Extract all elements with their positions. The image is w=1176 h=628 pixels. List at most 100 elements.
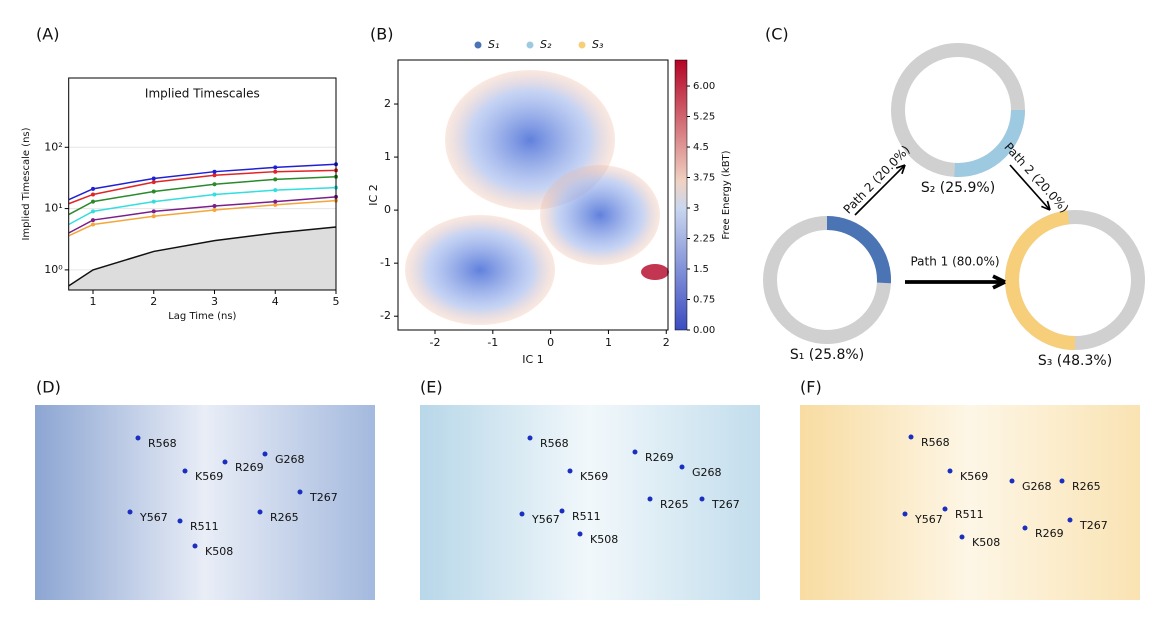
- colorbar-tick-label: 6.00: [693, 81, 715, 92]
- residue-label: R568: [921, 436, 950, 449]
- colorbar-tick-label: 2.25: [693, 234, 715, 245]
- x-tick-label: 1: [605, 336, 612, 349]
- residue-label: T267: [711, 498, 740, 511]
- residue-atom: [527, 435, 533, 441]
- residue-atom: [699, 496, 705, 502]
- residue-label: R511: [572, 510, 601, 523]
- colorbar-tick-label: 3.75: [693, 173, 715, 184]
- residue-label: R269: [235, 461, 264, 474]
- heatmap-background: [405, 70, 669, 325]
- residue-label: G268: [275, 453, 305, 466]
- residue-atom: [1059, 478, 1065, 484]
- marker: [151, 176, 156, 181]
- residue-label: K569: [195, 470, 223, 483]
- residue-label: R265: [270, 511, 299, 524]
- marker: [273, 202, 278, 207]
- residue-atom: [297, 489, 303, 495]
- residue-label: R265: [660, 498, 689, 511]
- y-axis-label: IC 2: [367, 184, 380, 205]
- residue-label: Y567: [531, 513, 560, 526]
- y-tick-label: -2: [380, 309, 391, 322]
- x-tick-label: 4: [272, 295, 279, 308]
- marker: [212, 173, 217, 178]
- legend-marker: [526, 41, 534, 49]
- residue-atom: [947, 468, 953, 474]
- residue-atom: [647, 496, 653, 502]
- y-axis-label: Implied Timescale (ns): [21, 127, 32, 240]
- residue-label: Y567: [914, 513, 943, 526]
- legend-label: S₁: [488, 38, 499, 51]
- marker: [91, 192, 95, 197]
- y-tick-label: 2: [384, 97, 391, 110]
- residue-atom: [127, 509, 133, 515]
- marker: [273, 188, 278, 193]
- colorbar-tick-label: 0.75: [693, 295, 715, 306]
- path-label: Path 2 (20.0%): [1001, 140, 1071, 216]
- residue-label: K508: [590, 533, 618, 546]
- line: [68, 199, 337, 237]
- marker: [151, 209, 156, 214]
- y-tick-label: 10⁰: [44, 263, 63, 276]
- legend-marker: [474, 41, 482, 49]
- residue-label: K569: [580, 470, 608, 483]
- residue-atom: [257, 509, 263, 515]
- colorbar-tick-label: 4.5: [693, 142, 709, 153]
- axes-frame: [397, 59, 669, 331]
- residue-label: R511: [190, 520, 219, 533]
- residue-atom: [559, 508, 565, 514]
- legend-marker: [578, 41, 586, 49]
- x-tick-label: 2: [150, 295, 157, 308]
- x-tick-label: 1: [90, 295, 97, 308]
- marker: [91, 199, 95, 204]
- residue-atom: [135, 435, 141, 441]
- marker: [273, 199, 278, 204]
- marker: [273, 169, 278, 174]
- panel-label: (B): [370, 25, 393, 44]
- line: [68, 186, 337, 226]
- marker: [212, 182, 217, 187]
- residue-atom: [959, 534, 965, 540]
- marker: [273, 165, 278, 170]
- residue-label: Y567: [139, 511, 168, 524]
- residue-atom: [632, 449, 638, 455]
- marker: [151, 180, 156, 185]
- panel-label: (D): [36, 378, 61, 397]
- residue-label: T267: [1079, 519, 1108, 532]
- colorbar-tick-label: 3: [693, 203, 699, 214]
- residue-atom: [902, 511, 908, 517]
- residue-label: G268: [1022, 480, 1052, 493]
- line: [68, 169, 337, 205]
- x-tick-label: 5: [333, 295, 340, 308]
- panel-label: (E): [420, 378, 443, 397]
- marker: [212, 204, 217, 209]
- residue-atom: [577, 531, 583, 537]
- x-axis-label: IC 1: [522, 353, 543, 366]
- state-arc: [763, 216, 891, 344]
- transition-arrow: [1009, 164, 1051, 211]
- residue-atom: [177, 518, 183, 524]
- x-tick-label: 0: [547, 336, 554, 349]
- residue-atom: [1009, 478, 1015, 484]
- marker: [91, 186, 95, 191]
- marker: [91, 222, 95, 227]
- line: [68, 163, 337, 201]
- legend-label: S₃: [592, 38, 604, 51]
- marker: [212, 192, 217, 197]
- residue-atom: [262, 451, 268, 457]
- path-label: Path 1 (80.0%): [910, 255, 999, 269]
- arrow-head: [895, 164, 906, 175]
- chart-title: Implied Timescales: [145, 87, 260, 101]
- residue-label: G268: [692, 466, 722, 479]
- residue-label: T267: [309, 491, 338, 504]
- residue-atom: [222, 459, 228, 465]
- x-tick-label: -2: [430, 336, 441, 349]
- state-arc: [1005, 210, 1145, 350]
- residue-atom: [1022, 525, 1028, 531]
- residue-atom: [942, 506, 948, 512]
- residue-atom: [908, 434, 914, 440]
- transition-arrow: [854, 164, 906, 216]
- legend-label: S₂: [540, 38, 552, 51]
- residue-atom: [1067, 517, 1073, 523]
- marker: [151, 214, 156, 219]
